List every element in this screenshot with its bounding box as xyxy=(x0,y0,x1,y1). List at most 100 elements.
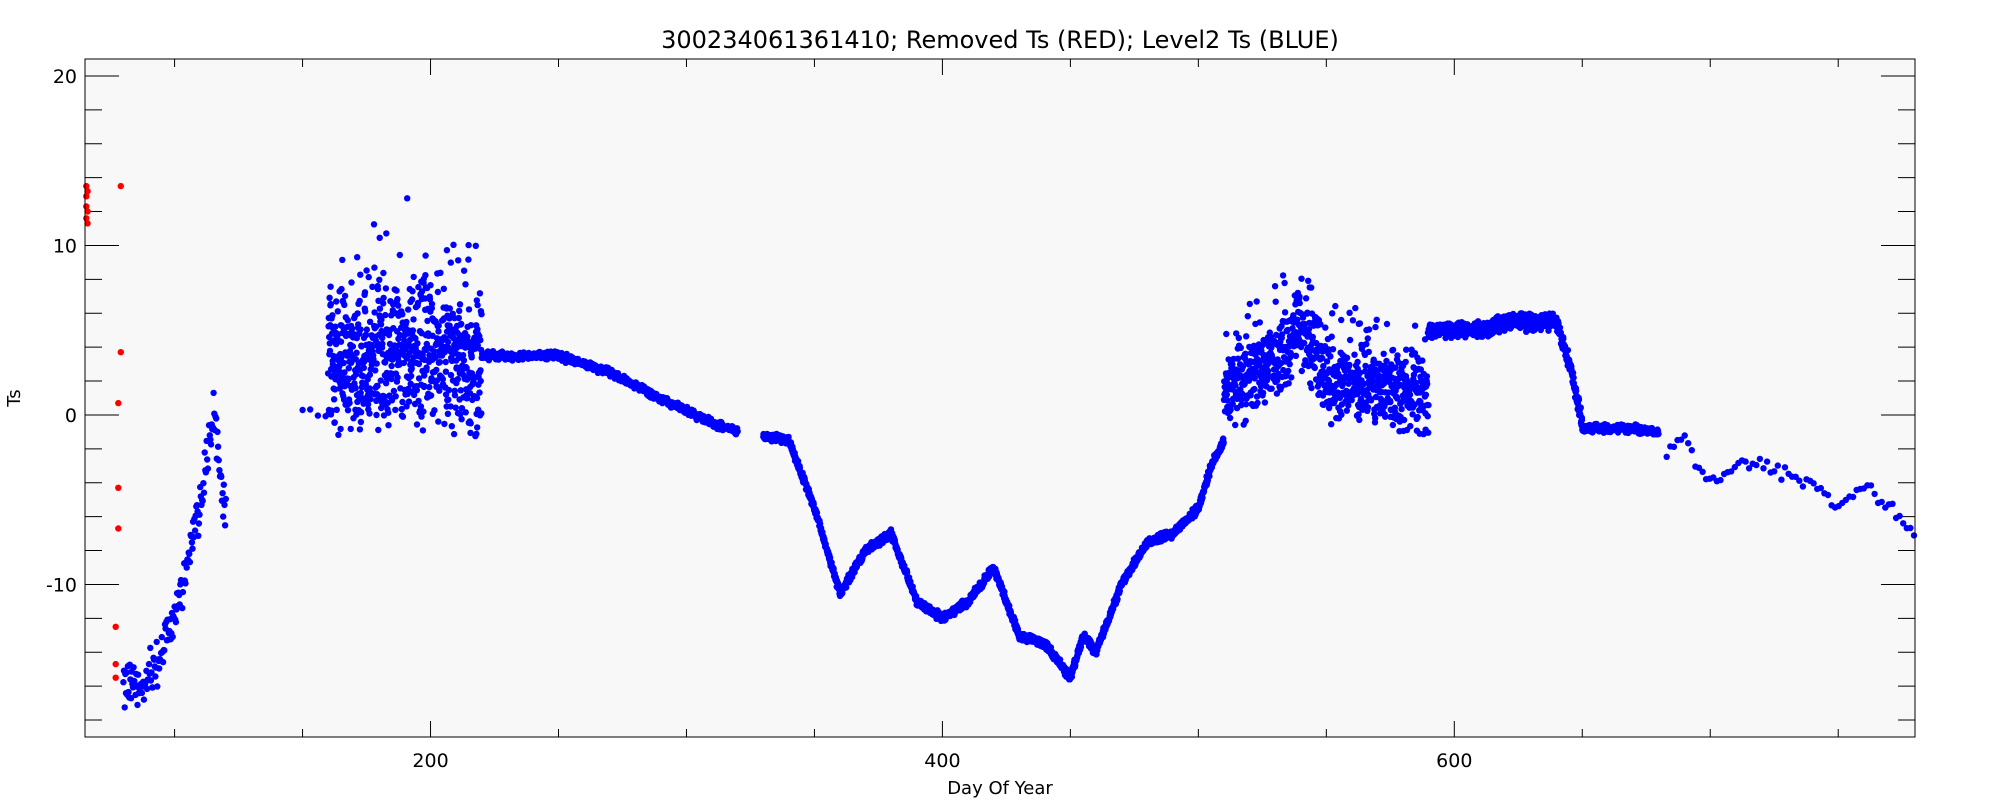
level2-point xyxy=(1279,272,1287,279)
removed-point xyxy=(112,674,119,681)
level2-point xyxy=(437,269,444,276)
level2-point xyxy=(1268,344,1275,351)
level2-point xyxy=(355,321,362,328)
level2-point xyxy=(436,358,444,366)
level2-point xyxy=(1224,397,1231,404)
level2-point xyxy=(407,372,415,380)
level2-point xyxy=(1352,304,1359,312)
level2-point xyxy=(1896,512,1903,520)
level2-point xyxy=(1760,465,1767,472)
level2-point xyxy=(428,300,436,308)
level2-point xyxy=(376,305,384,312)
level2-point xyxy=(813,509,821,516)
level2-point xyxy=(418,413,425,420)
level2-point xyxy=(134,701,141,709)
level2-point xyxy=(362,308,369,315)
level2-point xyxy=(396,251,403,259)
level2-point xyxy=(445,396,452,403)
level2-point xyxy=(426,383,433,391)
level2-point xyxy=(349,343,357,350)
level2-point xyxy=(307,406,314,413)
level2-point xyxy=(1577,404,1584,411)
level2-point xyxy=(1810,480,1817,487)
level2-point xyxy=(1305,277,1312,284)
level2-point xyxy=(1309,333,1317,341)
level2-point xyxy=(1273,390,1281,397)
level2-point xyxy=(471,337,478,344)
level2-point xyxy=(463,364,470,372)
level2-point xyxy=(1281,309,1289,316)
level2-point xyxy=(794,458,802,465)
level2-point xyxy=(134,671,142,678)
level2-point xyxy=(1272,298,1279,305)
level2-point xyxy=(179,604,186,612)
level2-point xyxy=(1365,326,1373,333)
level2-point xyxy=(415,375,423,382)
level2-point xyxy=(352,385,359,392)
level2-point xyxy=(152,673,159,680)
level2-point xyxy=(405,398,413,405)
level2-point xyxy=(371,309,378,316)
level2-point xyxy=(1560,335,1567,343)
level2-point xyxy=(415,283,422,291)
level2-point xyxy=(413,387,420,394)
level2-point xyxy=(1281,279,1288,287)
level2-point xyxy=(147,644,154,652)
level2-point xyxy=(1253,298,1260,305)
series-level2-points xyxy=(120,195,1918,711)
level2-point xyxy=(1244,313,1252,320)
level2-point xyxy=(388,362,395,370)
level2-point xyxy=(345,375,352,382)
level2-point xyxy=(399,413,407,420)
level2-point xyxy=(366,371,374,378)
y-axis-title: Ts xyxy=(4,389,25,407)
level2-point xyxy=(373,360,380,367)
level2-point xyxy=(409,288,416,295)
level2-point xyxy=(1223,391,1231,398)
level2-point xyxy=(1343,407,1351,414)
level2-point xyxy=(344,407,352,414)
level2-point xyxy=(1232,421,1239,429)
level2-point xyxy=(326,294,333,301)
y-tick-label: 0 xyxy=(65,405,77,427)
removed-point xyxy=(112,623,119,630)
level2-point xyxy=(465,241,472,249)
level2-point xyxy=(1365,348,1373,356)
level2-point xyxy=(1239,363,1247,370)
level2-point xyxy=(1389,346,1397,354)
level2-point xyxy=(443,247,451,254)
level2-point xyxy=(1781,464,1789,471)
level2-point xyxy=(369,283,376,290)
level2-point xyxy=(1756,455,1764,463)
removed-point xyxy=(84,220,91,227)
level2-point xyxy=(1742,458,1749,465)
level2-point xyxy=(1907,524,1914,532)
level2-point xyxy=(159,658,167,666)
level2-point xyxy=(1346,361,1353,369)
level2-point xyxy=(442,358,449,366)
level2-point xyxy=(1373,316,1380,323)
level2-point xyxy=(215,457,222,464)
level2-point xyxy=(1403,346,1410,353)
level2-point xyxy=(1345,380,1352,387)
level2-point xyxy=(1331,397,1339,404)
level2-point xyxy=(455,314,462,322)
level2-point xyxy=(372,367,379,374)
level2-point xyxy=(207,436,214,443)
level2-point xyxy=(1867,482,1875,489)
y-tick-label: 10 xyxy=(53,235,77,257)
level2-point xyxy=(435,322,442,329)
level2-point xyxy=(138,689,146,697)
level2-point xyxy=(1300,339,1308,347)
level2-point xyxy=(183,564,190,571)
level2-point xyxy=(1369,378,1376,385)
removed-point xyxy=(112,660,119,668)
level2-point xyxy=(1268,385,1275,392)
level2-point xyxy=(435,328,442,335)
level2-point xyxy=(339,256,346,264)
level2-point xyxy=(1242,417,1249,424)
level2-point xyxy=(188,539,196,546)
level2-point xyxy=(1380,350,1387,357)
level2-point xyxy=(473,297,480,304)
level2-point xyxy=(458,416,465,423)
